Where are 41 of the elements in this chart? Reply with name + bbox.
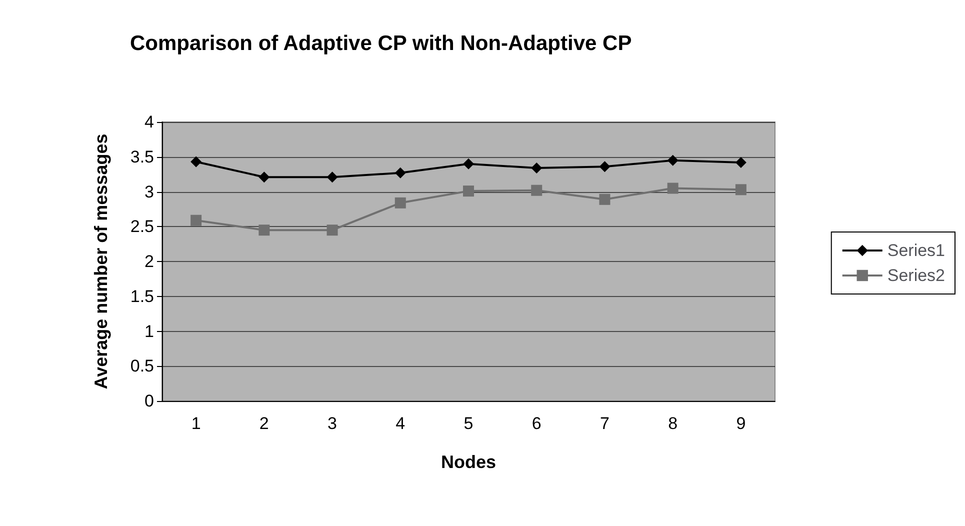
x-tick-label: 1 [191,414,201,433]
point [258,224,270,236]
x-tick-label: 2 [259,414,269,433]
point [463,158,474,170]
x-tick-label: 8 [668,414,678,433]
point [326,172,338,183]
y-tick-label: 3 [144,182,154,202]
point [190,214,202,226]
x-tick-label: 5 [464,414,474,433]
point [258,172,270,183]
y-tick-label: 4 [144,112,154,132]
point [531,162,542,174]
point [326,224,338,236]
chart-title: Comparison of Adaptive CP with Non-Adaptive CP [130,32,632,55]
point [531,184,542,196]
point [599,194,610,205]
point [190,156,202,168]
legend-label: Series2 [887,266,945,285]
x-tick-label: 4 [396,414,406,433]
point [463,186,474,197]
point [735,184,746,196]
x-tick-label: 6 [532,414,542,433]
y-tick-label: 1 [144,322,154,341]
y-tick-label: 1.5 [130,286,154,306]
x-tick-label: 9 [736,414,746,433]
point [667,154,678,166]
y-tick-label: 3.5 [130,147,154,166]
y-tick-label: 2.5 [130,217,154,236]
legend-label: Series1 [887,241,945,260]
point [667,182,678,194]
point [735,156,746,168]
point [394,167,406,178]
point [599,161,610,172]
x-axis-title: Nodes [440,452,496,472]
point [394,197,406,208]
y-tick-label: 2 [144,252,154,271]
y-axis-title: Average number of messages [91,134,111,390]
x-tick-label: 3 [328,414,338,433]
x-tick-label: 7 [600,414,610,433]
y-tick-label: 0 [144,392,154,410]
y-tick-label: 0.5 [130,356,154,376]
